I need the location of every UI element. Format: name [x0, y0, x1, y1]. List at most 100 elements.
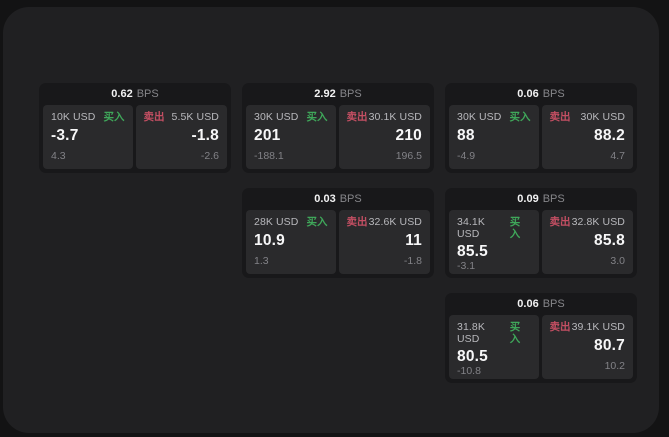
bps-unit-label: BPS [339, 88, 362, 100]
bps-value: 0.62 [111, 88, 133, 100]
buy-tile-top: 34.1K USD 买入 [457, 216, 531, 240]
sell-tile-top: 卖出 39.1K USD [549, 321, 626, 334]
buy-amount: 30K USD [457, 111, 502, 123]
bps-value: 0.06 [517, 88, 539, 100]
quote-card-6: 0.06 BPS 31.8K USD 买入 80.5 -10.8 卖出 39.1… [445, 293, 637, 383]
bps-unit-label: BPS [542, 298, 565, 310]
buy-price: 80.5 [457, 348, 488, 366]
buy-sub-value: 1.3 [254, 255, 269, 268]
card-header: 0.06 BPS [449, 293, 633, 315]
buy-amount: 10K USD [51, 111, 96, 123]
buy-tile-top: 28K USD 买入 [254, 216, 328, 229]
sell-side-label: 卖出 [346, 111, 368, 123]
sell-sub-value: 3.0 [610, 255, 625, 268]
sell-amount: 30K USD [580, 111, 625, 123]
quote-card-2: 2.92 BPS 30K USD 买入 201 -188.1 卖出 30.1K … [242, 83, 434, 173]
buy-tile-top: 10K USD 买入 [51, 111, 125, 124]
buy-side-label: 买入 [306, 111, 328, 123]
quote-card-5: 0.09 BPS 34.1K USD 买入 85.5 -3.1 卖出 32.8K… [445, 188, 637, 278]
sell-tile[interactable]: 卖出 30K USD 88.2 4.7 [541, 105, 633, 169]
card-header: 0.62 BPS [43, 83, 227, 105]
quote-tiles: 30K USD 买入 88 -4.9 卖出 30K USD 88.2 4.7 [449, 105, 633, 169]
sell-tile[interactable]: 卖出 32.6K USD 11 -1.8 [338, 210, 430, 274]
card-header: 0.03 BPS [246, 188, 430, 210]
sell-amount: 32.8K USD [571, 216, 625, 228]
quote-card-3: 0.06 BPS 30K USD 买入 88 -4.9 卖出 30K USD 8… [445, 83, 637, 173]
buy-price: 88 [457, 126, 475, 144]
sell-sub-value: 4.7 [610, 150, 625, 163]
sell-tile-top: 卖出 32.8K USD [549, 216, 626, 229]
sell-sub-value: 10.2 [604, 360, 625, 373]
buy-price: 85.5 [457, 243, 488, 261]
sell-side-label: 卖出 [549, 216, 571, 228]
buy-amount: 31.8K USD [457, 321, 485, 345]
buy-sub-value: -4.9 [457, 150, 476, 163]
card-header: 0.09 BPS [449, 188, 633, 210]
buy-price: 201 [254, 126, 281, 144]
buy-tile[interactable]: 10K USD 买入 -3.7 4.3 [43, 105, 133, 169]
sell-tile[interactable]: 卖出 30.1K USD 210 196.5 [338, 105, 430, 169]
buy-sub-value: -188.1 [254, 150, 284, 163]
buy-sub-value: 4.3 [51, 150, 66, 163]
buy-amount: 28K USD [254, 216, 299, 228]
buy-side-label: 买入 [103, 111, 125, 123]
sell-tile[interactable]: 卖出 5.5K USD -1.8 -2.6 [135, 105, 227, 169]
quote-tiles: 34.1K USD 买入 85.5 -3.1 卖出 32.8K USD 85.8… [449, 210, 633, 274]
card-header: 0.06 BPS [449, 83, 633, 105]
sell-tile-top: 卖出 32.6K USD [346, 216, 423, 229]
buy-price: 10.9 [254, 231, 285, 249]
buy-tile-top: 30K USD 买入 [457, 111, 531, 124]
sell-amount: 5.5K USD [171, 111, 219, 123]
sell-amount: 30.1K USD [368, 111, 422, 123]
sell-price: 80.7 [594, 336, 625, 354]
sell-tile[interactable]: 卖出 32.8K USD 85.8 3.0 [541, 210, 633, 274]
buy-tile-top: 30K USD 买入 [254, 111, 328, 124]
buy-tile[interactable]: 28K USD 买入 10.9 1.3 [246, 210, 336, 274]
card-header: 2.92 BPS [246, 83, 430, 105]
sell-tile-top: 卖出 5.5K USD [143, 111, 220, 124]
sell-price: -1.8 [191, 126, 219, 144]
quote-card-1: 0.62 BPS 10K USD 买入 -3.7 4.3 卖出 5.5K USD… [39, 83, 231, 173]
buy-tile[interactable]: 34.1K USD 买入 85.5 -3.1 [449, 210, 539, 274]
buy-sub-value: -10.8 [457, 364, 481, 377]
sell-sub-value: -2.6 [200, 150, 219, 163]
quote-tiles: 10K USD 买入 -3.7 4.3 卖出 5.5K USD -1.8 -2.… [43, 105, 227, 169]
buy-tile[interactable]: 31.8K USD 买入 80.5 -10.8 [449, 315, 539, 379]
sell-sub-value: -1.8 [403, 255, 422, 268]
sell-price: 88.2 [594, 126, 625, 144]
bps-value: 2.92 [314, 88, 336, 100]
buy-tile[interactable]: 30K USD 买入 88 -4.9 [449, 105, 539, 169]
buy-amount: 30K USD [254, 111, 299, 123]
buy-side-label: 买入 [306, 216, 328, 228]
buy-tile[interactable]: 30K USD 买入 201 -188.1 [246, 105, 336, 169]
bps-value: 0.09 [517, 193, 539, 205]
buy-price: -3.7 [51, 126, 79, 144]
bps-value: 0.03 [314, 193, 336, 205]
bps-unit-label: BPS [542, 88, 565, 100]
sell-side-label: 卖出 [549, 111, 571, 123]
sell-amount: 32.6K USD [368, 216, 422, 228]
buy-side-label: 买入 [509, 111, 531, 123]
sell-side-label: 卖出 [549, 321, 571, 333]
bps-unit-label: BPS [542, 193, 565, 205]
sell-side-label: 卖出 [143, 111, 165, 123]
buy-tile-top: 31.8K USD 买入 [457, 321, 531, 345]
bps-value: 0.06 [517, 298, 539, 310]
buy-amount: 34.1K USD [457, 216, 485, 240]
sell-side-label: 卖出 [346, 216, 368, 228]
sell-tile-top: 卖出 30K USD [549, 111, 626, 124]
sell-price: 85.8 [594, 231, 625, 249]
buy-sub-value: -3.1 [457, 259, 476, 272]
quote-card-4: 0.03 BPS 28K USD 买入 10.9 1.3 卖出 32.6K US… [242, 188, 434, 278]
quote-tiles: 28K USD 买入 10.9 1.3 卖出 32.6K USD 11 -1.8 [246, 210, 430, 274]
sell-tile[interactable]: 卖出 39.1K USD 80.7 10.2 [541, 315, 633, 379]
buy-side-label: 买入 [509, 321, 521, 345]
sell-sub-value: 196.5 [395, 150, 422, 163]
sell-price: 11 [405, 231, 422, 249]
buy-side-label: 买入 [509, 216, 521, 240]
sell-amount: 39.1K USD [571, 321, 625, 333]
sell-price: 210 [395, 126, 422, 144]
bps-unit-label: BPS [136, 88, 159, 100]
sell-tile-top: 卖出 30.1K USD [346, 111, 423, 124]
quote-tiles: 31.8K USD 买入 80.5 -10.8 卖出 39.1K USD 80.… [449, 315, 633, 379]
